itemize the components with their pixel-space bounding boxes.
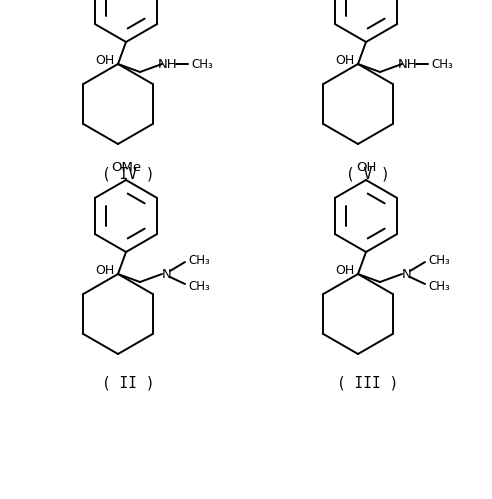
Text: CH₃: CH₃ xyxy=(431,57,453,70)
Text: CH₃: CH₃ xyxy=(191,57,213,70)
Text: NH: NH xyxy=(158,57,178,70)
Text: CH₃: CH₃ xyxy=(428,279,450,292)
Text: ( III ): ( III ) xyxy=(338,376,399,391)
Text: ( II ): ( II ) xyxy=(102,376,154,391)
Text: OH: OH xyxy=(95,263,114,276)
Text: N: N xyxy=(402,267,412,280)
Text: OH: OH xyxy=(335,263,354,276)
Text: CH₃: CH₃ xyxy=(188,279,210,292)
Text: OH: OH xyxy=(356,161,376,174)
Text: OH: OH xyxy=(95,53,114,66)
Text: CH₃: CH₃ xyxy=(188,253,210,266)
Text: ( V ): ( V ) xyxy=(346,166,390,181)
Text: ( IV ): ( IV ) xyxy=(102,166,154,181)
Text: N: N xyxy=(162,267,172,280)
Text: NH: NH xyxy=(398,57,418,70)
Text: OH: OH xyxy=(335,53,354,66)
Text: OMe: OMe xyxy=(111,161,141,174)
Text: CH₃: CH₃ xyxy=(428,253,450,266)
